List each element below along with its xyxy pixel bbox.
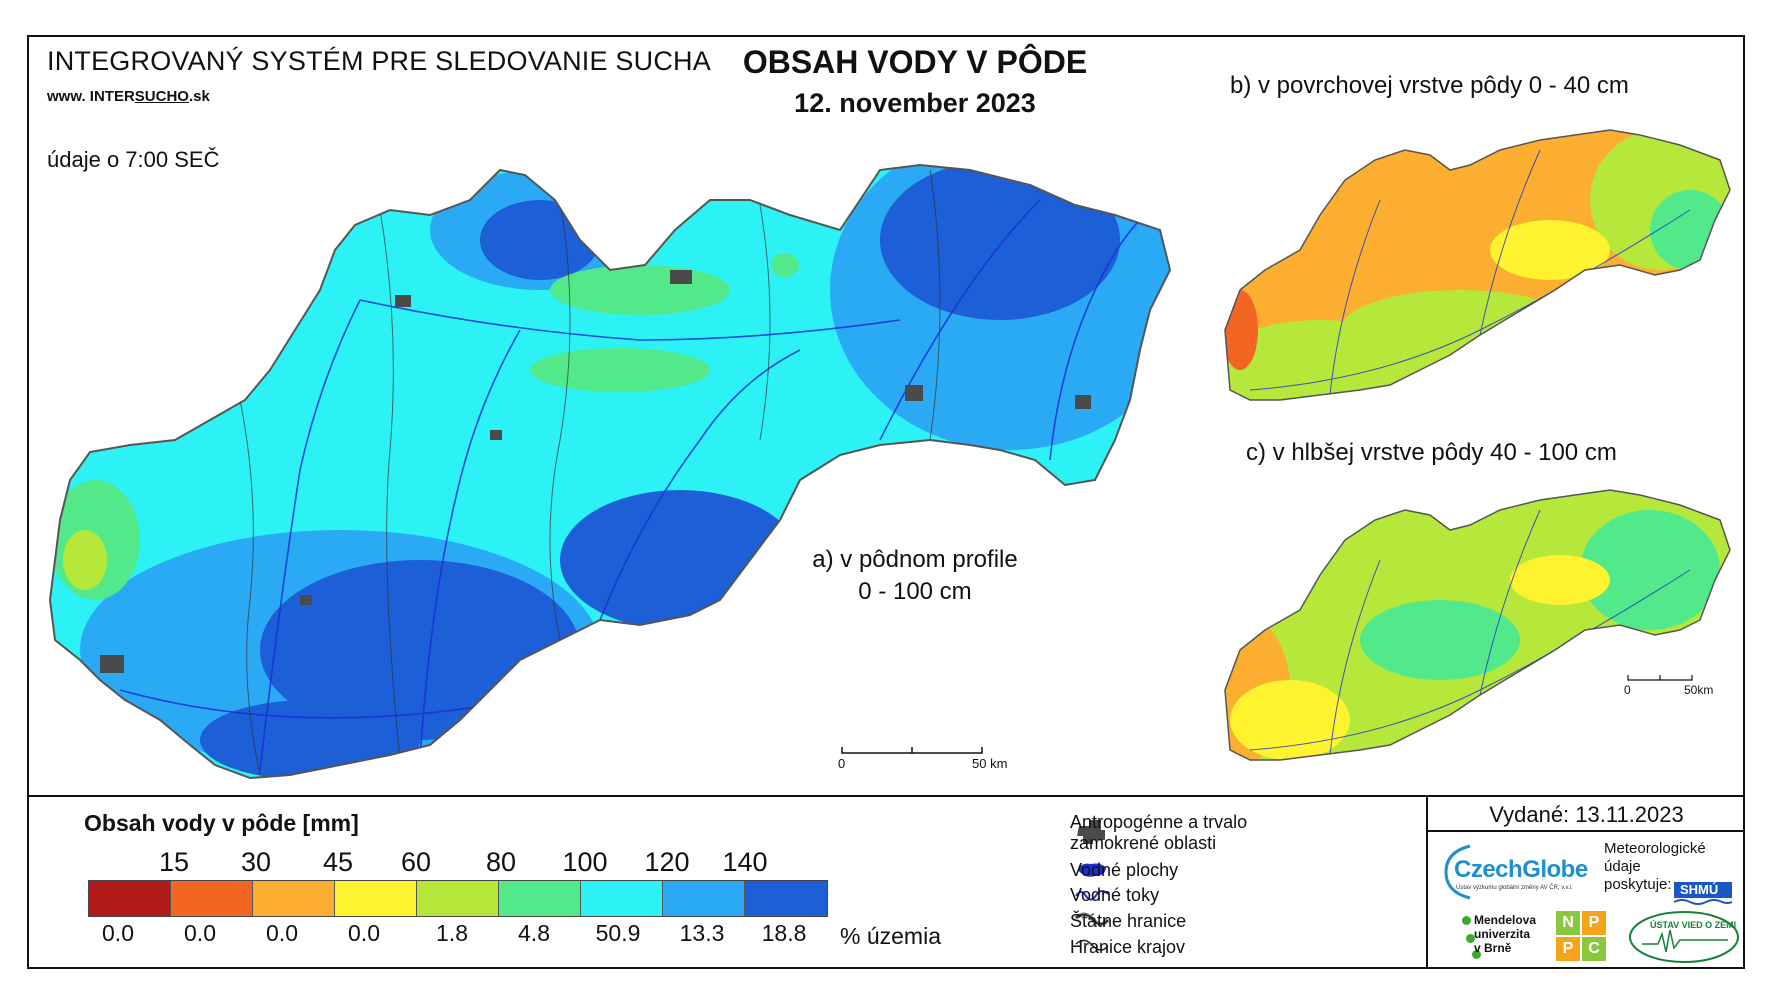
czechglobe-name: CzechGlobe [1454,856,1588,883]
legend-class-2 [253,881,335,916]
legend-class-5 [499,881,581,916]
legend-percent: 13.3 [679,920,725,946]
map-a-label-line2: 0 - 100 cm [858,578,972,605]
czechglobe-logo: CzechGlobe Ústav výzkumu globální změny … [1440,842,1604,900]
system-title: INTEGROVANÝ SYSTÉM PRE SLEDOVANIE SUCHA [47,46,711,76]
data-time-note: údaje o 7:00 SEČ [47,147,220,172]
nppc-letter: P [1556,937,1580,961]
legend-class-7 [663,881,745,916]
legend-threshold: 100 [562,847,608,877]
nppc-letter: C [1582,937,1606,961]
legend-color-bar [88,880,828,917]
legend-class-6 [581,881,663,916]
map-a-label-line1: a) v pôdnom profile [812,546,1018,573]
met-data-label: Meteorologické údaje poskytuje: [1604,840,1706,893]
uvz-text: ÚSTAV VIED O ZEMI [1650,920,1737,930]
legend-threshold: 120 [644,847,690,877]
map-c-label: c) v hlbšej vrstve pôdy 40 - 100 cm [1246,439,1617,466]
map-a-scale-zero: 0 [838,756,846,771]
mendel-logo: Mendelova univerzita v Brně [1474,913,1536,955]
state-border-icon [1075,912,1109,926]
legend-class-8 [745,881,827,916]
legend-divider [27,795,1745,797]
issued-divider [1426,830,1745,832]
map-c-scale-zero: 0 [1624,683,1631,697]
map-frame [27,35,1745,969]
uvz-logo: ÚSTAV VIED O ZEMI [1628,910,1740,964]
map-a-scale-end: 50 km [972,756,1008,771]
legend-threshold: 80 [485,847,517,877]
legend-threshold: 45 [322,847,354,877]
website-prefix: www. INTER [47,88,135,105]
uvz-wave-icon [1629,911,1739,963]
legend-percent: 18.8 [761,920,807,946]
river-icon [1075,890,1109,901]
mendel-line2: univerzita [1474,927,1531,941]
legend-percent-unit: % územia [840,923,941,949]
legend-percent: 0.0 [266,920,298,946]
met-data-provider: Meteorologické údaje poskytuje: [1604,840,1706,894]
website-link[interactable]: www. INTERSUCHO.sk [47,88,210,105]
legend-percent: 0.0 [184,920,216,946]
czechglobe-arc-icon [1444,844,1471,900]
water-body-icon [1078,863,1106,877]
page-title: OBSAH VODY V PÔDE [742,44,1088,80]
legend-class-4 [417,881,499,916]
footer-divider [1426,795,1428,969]
legend-thresholds: 15 30 45 60 80 100 120 140 [88,847,828,877]
map-c-scale-end: 50km [1684,683,1714,697]
legend-percent: 0.0 [348,920,380,946]
nppc-logo: N P P C [1556,911,1606,961]
nppc-letter: P [1582,911,1606,935]
key-anthropogenic: Antropogénne a trvalo zamokrené oblasti [1070,812,1248,853]
map-b-label: b) v povrchovej vrstve pôdy 0 - 40 cm [1230,72,1629,99]
legend-title: Obsah vody v pôde [mm] [84,810,359,836]
website-mid: SUCHO [134,88,189,105]
czechglobe-sub: Ústav výzkumu globální změny AV ČR, v.v.… [1456,885,1573,891]
legend-threshold: 30 [240,847,272,877]
map-a-label: a) v pôdnom profile 0 - 100 cm [780,544,1050,608]
website-suffix: .sk [188,88,210,105]
mendel-line3: v Brně [1474,941,1512,955]
shmu-icon [1673,882,1733,905]
legend-percent: 0.0 [102,920,134,946]
key-water-bodies: Vodné plochy [1070,860,1179,880]
issued-date: Vydané: 13.11.2023 [1489,802,1684,827]
key-regions: Hranice krajov [1070,937,1186,957]
shmu-text: SHMÚ [1680,882,1719,897]
legend-threshold: 60 [400,847,432,877]
key-state-border: Štátne hranice [1070,911,1187,931]
legend-threshold: 140 [722,847,768,877]
page-date: 12. november 2023 [794,88,1036,118]
legend-percent: 1.8 [436,920,468,946]
key-rivers: Vodné toky [1070,885,1160,905]
legend-percent: 4.8 [518,920,550,946]
anthropogenic-icon [1077,820,1105,844]
legend-class-1 [171,881,253,916]
shmu-logo: SHMÚ [1672,872,1734,906]
mendel-line1: Mendelova [1474,913,1537,927]
legend-class-0 [89,881,171,916]
region-border-icon [1075,939,1109,951]
legend-percent: 50.9 [595,920,641,946]
legend-percentages: 0.0 0.0 0.0 0.0 1.8 4.8 50.9 13.3 18.8 [88,920,828,950]
nppc-letter: N [1556,911,1580,935]
legend-class-3 [335,881,417,916]
legend-threshold: 15 [158,847,190,877]
